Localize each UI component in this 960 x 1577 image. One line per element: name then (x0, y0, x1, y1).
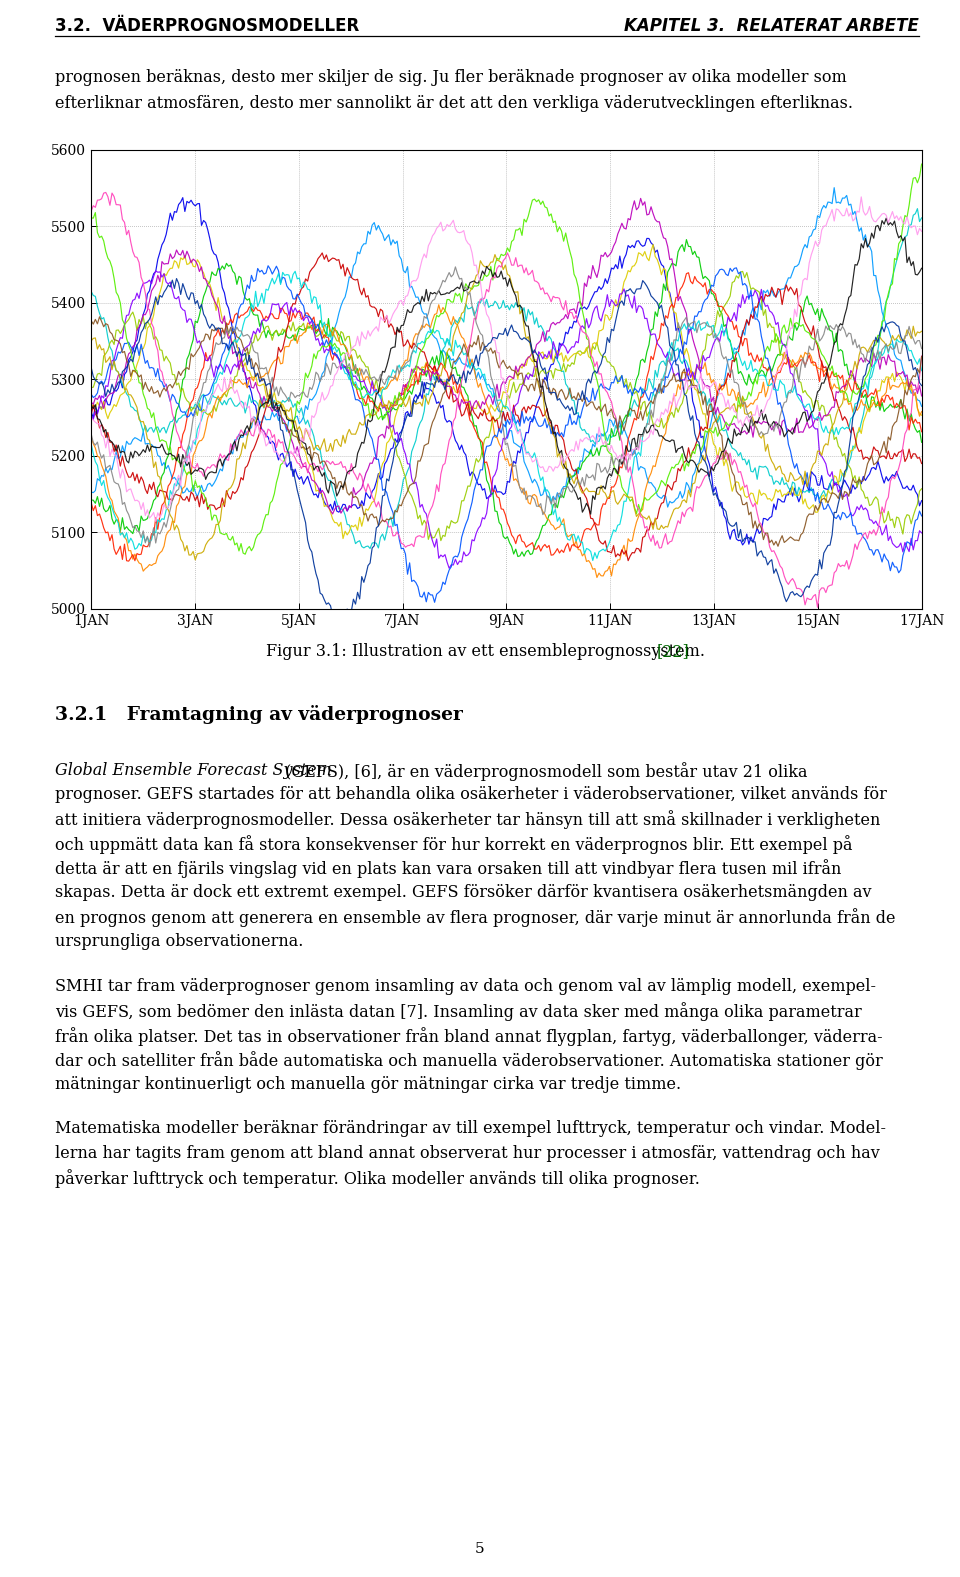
Text: dar och satelliter från både automatiska och manuella väderobservationer. Automa: dar och satelliter från både automatiska… (55, 1050, 882, 1069)
Text: [22]: [22] (657, 643, 689, 661)
Text: från olika platser. Det tas in observationer från bland annat flygplan, fartyg, : från olika platser. Det tas in observati… (55, 1027, 882, 1046)
Text: 3.2.1   Framtagning av väderprognoser: 3.2.1 Framtagning av väderprognoser (55, 705, 463, 724)
Text: skapas. Detta är dock ett extremt exempel. GEFS försöker därför kvantisera osäke: skapas. Detta är dock ett extremt exempe… (55, 883, 872, 900)
Text: prognosen beräknas, desto mer skiljer de sig. Ju fler beräknade prognoser av oli: prognosen beräknas, desto mer skiljer de… (55, 69, 847, 87)
Text: SMHI tar fram väderprognoser genom insamling av data och genom val av lämplig mo: SMHI tar fram väderprognoser genom insam… (55, 978, 876, 995)
Text: Matematiska modeller beräknar förändringar av till exempel lufttryck, temperatur: Matematiska modeller beräknar förändring… (55, 1120, 886, 1137)
Text: lerna har tagits fram genom att bland annat observerat hur processer i atmosfär,: lerna har tagits fram genom att bland an… (55, 1145, 879, 1162)
Text: 3.2.  VÄDERPROGNOSMODELLER: 3.2. VÄDERPROGNOSMODELLER (55, 17, 359, 35)
Text: en prognos genom att generera en ensemble av flera prognoser, där varje minut är: en prognos genom att generera en ensembl… (55, 908, 896, 927)
Text: och uppmätt data kan få stora konsekvenser för hur korrekt en väderprognos blir.: och uppmätt data kan få stora konsekvens… (55, 836, 852, 853)
Text: prognoser. GEFS startades för att behandla olika osäkerheter i väderobservatione: prognoser. GEFS startades för att behand… (55, 785, 887, 803)
Text: vis GEFS, som bedömer den inlästa datan [7]. Insamling av data sker med många ol: vis GEFS, som bedömer den inlästa datan … (55, 1003, 861, 1020)
Text: KAPITEL 3.  RELATERAT ARBETE: KAPITEL 3. RELATERAT ARBETE (624, 17, 919, 35)
Text: påverkar lufttryck och temperatur. Olika modeller används till olika prognoser.: påverkar lufttryck och temperatur. Olika… (55, 1170, 700, 1187)
Text: ursprungliga observationerna.: ursprungliga observationerna. (55, 932, 303, 949)
Text: Global Ensemble Forecast System: Global Ensemble Forecast System (55, 762, 331, 779)
Text: efterliknar atmosfären, desto mer sannolikt är det att den verkliga väderutveckl: efterliknar atmosfären, desto mer sannol… (55, 95, 852, 112)
Text: mätningar kontinuerligt och manuella gör mätningar cirka var tredje timme.: mätningar kontinuerligt och manuella gör… (55, 1076, 681, 1093)
Text: 5: 5 (475, 1542, 485, 1555)
Text: att initiera väderprognosmodeller. Dessa osäkerheter tar hänsyn till att små ski: att initiera väderprognosmodeller. Dessa… (55, 811, 880, 830)
Text: Figur 3.1: Illustration av ett ensembleprognossystem.: Figur 3.1: Illustration av ett ensemblep… (266, 643, 706, 661)
Text: detta är att en fjärils vingslag vid en plats kan vara orsaken till att vindbyar: detta är att en fjärils vingslag vid en … (55, 859, 841, 878)
Text: (GEFS), [6], är en väderprognosmodell som består utav 21 olika: (GEFS), [6], är en väderprognosmodell so… (280, 762, 807, 781)
